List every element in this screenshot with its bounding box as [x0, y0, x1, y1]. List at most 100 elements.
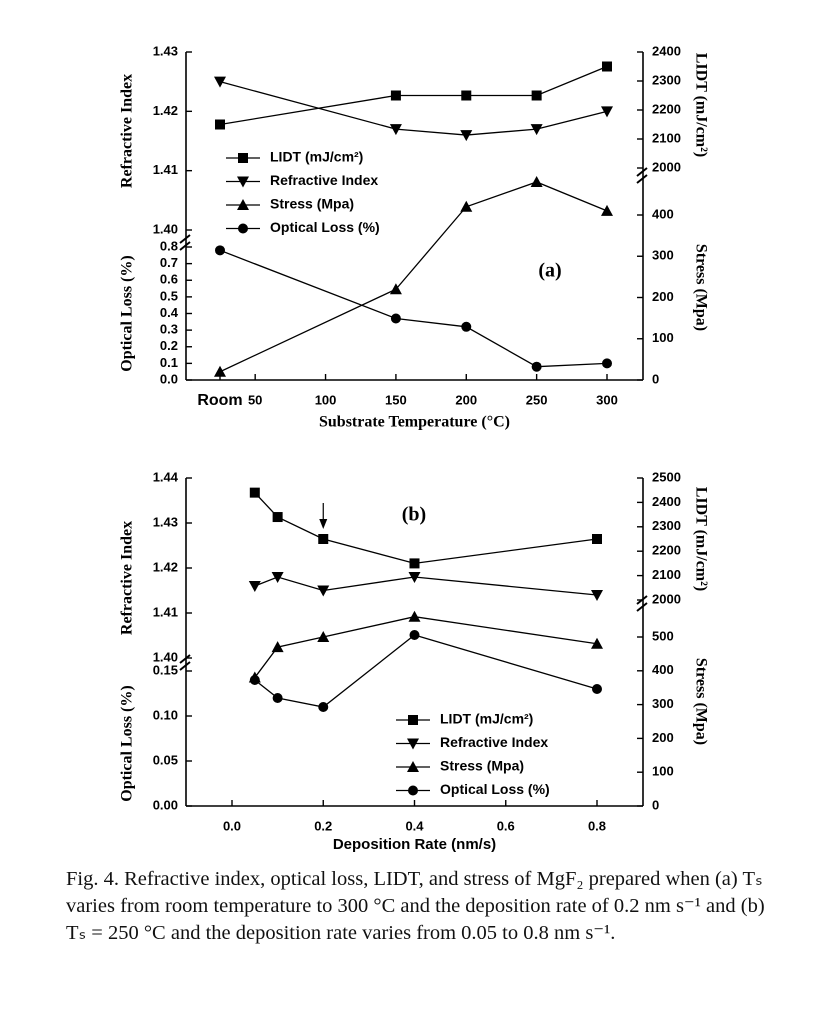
x-tick-label: 250: [526, 392, 548, 407]
x-tick-label: Room: [197, 392, 242, 409]
data-point-circle: [249, 675, 260, 685]
left-axis-break: [179, 234, 191, 251]
data-point-square: [592, 534, 602, 544]
data-point-square: [318, 534, 329, 544]
left-axis-break: [179, 654, 191, 671]
figure-canvas: 1.401.411.421.430.00.10.20.30.40.50.60.7…: [119, 43, 710, 853]
right-top-tick-label: 2400: [652, 494, 681, 509]
legend-label: Stress (Mpa): [440, 758, 524, 774]
left-top-axis-title: Refractive Index: [119, 74, 136, 188]
data-point-circle: [409, 630, 420, 640]
legend-marker-circle: [408, 785, 418, 796]
left-bottom-tick-label: 0.6: [160, 272, 178, 287]
panel-label: (a): [538, 260, 561, 282]
series-line-square: [219, 65, 608, 126]
x-tick-label: 100: [315, 392, 337, 407]
data-point-circle: [272, 693, 283, 703]
data-point-square: [215, 119, 225, 130]
x-tick-label: 300: [596, 392, 618, 407]
left-top-tick-label: 1.43: [153, 514, 178, 529]
chart-panel-b: [185, 477, 644, 807]
chart-panel-a: [185, 51, 644, 381]
caption-line-1: Refractive index, optical loss, LIDT, an…: [124, 868, 584, 890]
caption-label: Fig. 4.: [66, 868, 119, 890]
left-top-tick-label: 1.41: [153, 604, 178, 619]
caption-line-4: deposition rate varies from 0.05 to 0.8 …: [235, 922, 616, 944]
right-bottom-tick-label: 400: [652, 662, 674, 677]
left-bottom-tick-label: 0.15: [153, 662, 178, 677]
left-bottom-tick-label: 0.4: [160, 305, 179, 320]
legend-marker-square: [408, 715, 418, 725]
left-top-tick-label: 1.43: [153, 43, 178, 58]
data-point-circle: [215, 245, 225, 256]
right-top-axis-title: LIDT (mJ/cm²): [692, 487, 709, 592]
data-point-circle: [592, 684, 602, 694]
figure-caption: Fig. 4. Refractive index, optical loss, …: [66, 866, 766, 947]
left-top-tick-label: 1.40: [153, 221, 178, 236]
x-tick-label: 0.8: [588, 818, 606, 833]
left-top-tick-label: 1.40: [153, 649, 178, 664]
legend-label: LIDT (mJ/cm²): [440, 711, 533, 727]
data-point-triangle-down: [408, 572, 421, 583]
left-bottom-axis-title: Optical Loss (%): [119, 255, 136, 371]
left-bottom-axis-title: Optical Loss (%): [119, 685, 136, 801]
right-bottom-axis-title: Stress (Mpa): [692, 658, 709, 745]
x-tick-label: 0.4: [405, 818, 424, 833]
left-bottom-tick-label: 0.10: [153, 707, 178, 722]
data-point-triangle-down: [389, 124, 402, 136]
data-point-circle: [318, 702, 329, 712]
data-point-square: [409, 558, 420, 569]
left-bottom-tick-label: 0.2: [160, 338, 178, 353]
right-top-tick-label: 2000: [652, 591, 681, 606]
data-point-triangle-down: [591, 590, 603, 601]
legend-label: Refractive Index: [270, 172, 378, 188]
data-point-triangle-up: [460, 200, 473, 212]
left-bottom-tick-label: 0.7: [160, 255, 178, 270]
data-point-triangle-down: [248, 581, 261, 592]
right-top-tick-label: 2100: [652, 130, 681, 145]
data-point-triangle-down: [601, 106, 613, 118]
right-bottom-tick-label: 100: [652, 764, 674, 779]
right-bottom-tick-label: 300: [652, 696, 674, 711]
panel-label: (b): [402, 504, 426, 526]
right-top-tick-label: 2200: [652, 543, 681, 558]
series-line-circle: [254, 634, 598, 708]
left-top-axis-title: Refractive Index: [119, 521, 136, 635]
right-axis-break: [636, 595, 648, 612]
data-point-triangle-up: [408, 610, 421, 622]
left-bottom-tick-label: 0.00: [153, 797, 178, 812]
data-point-triangle-down: [460, 130, 473, 142]
caption-line-3: the deposition rate of 0.2 nm s⁻¹ and (b…: [66, 895, 765, 944]
right-top-tick-label: 2500: [652, 469, 681, 484]
data-point-triangle-down: [214, 76, 226, 88]
right-bottom-tick-label: 200: [652, 289, 674, 304]
x-tick-label: 150: [385, 392, 407, 407]
legend-label: Optical Loss (%): [440, 781, 550, 797]
right-bottom-tick-label: 500: [652, 628, 674, 643]
legend-label: Optical Loss (%): [270, 219, 380, 235]
right-top-tick-label: 2000: [652, 159, 681, 174]
data-point-triangle-up: [530, 176, 543, 187]
data-point-circle: [461, 321, 472, 332]
legend-marker-circle: [238, 223, 248, 234]
right-top-tick-label: 2400: [652, 43, 681, 58]
legend-marker-triangle-down: [237, 176, 249, 188]
data-point-triangle-up: [389, 283, 402, 295]
right-bottom-tick-label: 200: [652, 730, 674, 745]
x-tick-label: 0.0: [223, 818, 241, 833]
series-line-triangle-up: [254, 616, 598, 678]
data-point-square: [249, 487, 260, 498]
left-top-tick-label: 1.42: [153, 103, 178, 118]
right-axis-break: [636, 167, 648, 184]
right-bottom-tick-label: 0: [652, 797, 659, 812]
data-point-triangle-up: [591, 637, 603, 649]
series-line-triangle-down: [254, 576, 598, 596]
left-top-tick-label: 1.41: [153, 162, 178, 177]
data-point-triangle-up: [601, 204, 613, 216]
right-bottom-axis-title: Stress (Mpa): [692, 244, 709, 331]
left-bottom-tick-label: 0.3: [160, 322, 178, 337]
data-point-square: [602, 61, 612, 72]
legend-marker-triangle-up: [407, 761, 419, 772]
data-point-triangle-down: [271, 572, 284, 583]
right-top-tick-label: 2100: [652, 567, 681, 582]
